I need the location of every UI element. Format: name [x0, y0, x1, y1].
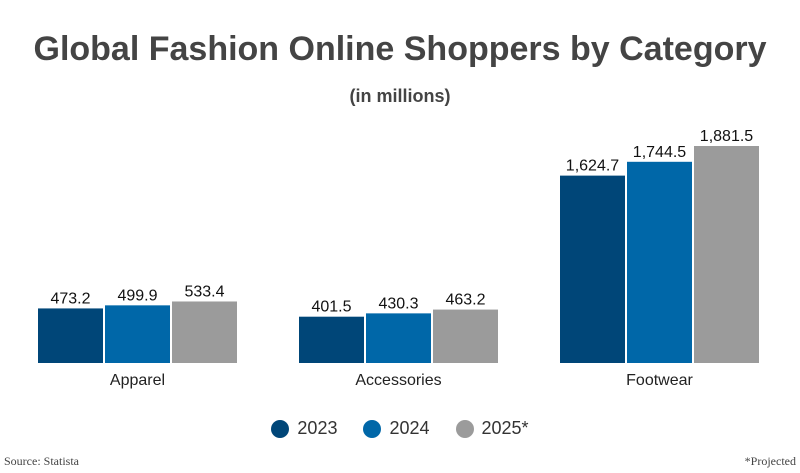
bar-accessories-2025 — [433, 309, 498, 363]
data-label-accessories-2025: 463.2 — [445, 292, 485, 309]
bar-accessories-2024 — [366, 313, 431, 363]
legend-swatch-2023 — [271, 419, 290, 438]
data-label-footwear-2024: 1,744.5 — [633, 144, 686, 161]
category-label-apparel: Apparel — [110, 372, 165, 389]
bar-footwear-2023 — [560, 175, 625, 363]
bar-footwear-2024 — [627, 161, 692, 363]
chart-title: Global Fashion Online Shoppers by Catego… — [33, 30, 767, 68]
legend-item-2024: 2024 — [363, 418, 430, 439]
data-label-apparel-2023: 473.2 — [50, 290, 90, 307]
legend-swatch-2024 — [363, 419, 382, 438]
category-label-accessories: Accessories — [355, 372, 441, 389]
category-label-footwear: Footwear — [626, 372, 693, 389]
data-label-accessories-2023: 401.5 — [311, 299, 351, 316]
source-note: Source: Statista — [4, 454, 79, 468]
data-label-footwear-2023: 1,624.7 — [566, 158, 619, 175]
data-label-footwear-2025: 1,881.5 — [700, 128, 753, 145]
bar-apparel-2023 — [38, 308, 103, 363]
legend-label-2025: 2025* — [481, 418, 529, 438]
data-label-apparel-2024: 499.9 — [117, 287, 157, 304]
bar-apparel-2025 — [172, 301, 237, 363]
legend-item-2023: 2023 — [271, 418, 337, 439]
bar-accessories-2023 — [299, 316, 364, 363]
legend-swatch-2025 — [455, 419, 474, 438]
data-label-apparel-2025: 533.4 — [184, 283, 224, 300]
projected-footnote: *Projected — [744, 454, 796, 468]
bar-footwear-2025 — [694, 146, 759, 363]
legend-label-2023: 2023 — [297, 418, 338, 438]
legend-item-2025: 2025* — [455, 418, 529, 439]
data-label-accessories-2024: 430.3 — [378, 295, 418, 312]
legend-label-2024: 2024 — [389, 418, 430, 438]
legend: 2023 2024 2025* — [0, 418, 800, 439]
bar-apparel-2024 — [105, 305, 170, 363]
chart-subtitle: (in millions) — [349, 86, 451, 106]
